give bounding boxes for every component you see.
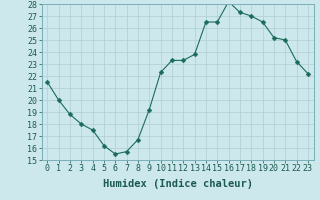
X-axis label: Humidex (Indice chaleur): Humidex (Indice chaleur) <box>103 179 252 189</box>
